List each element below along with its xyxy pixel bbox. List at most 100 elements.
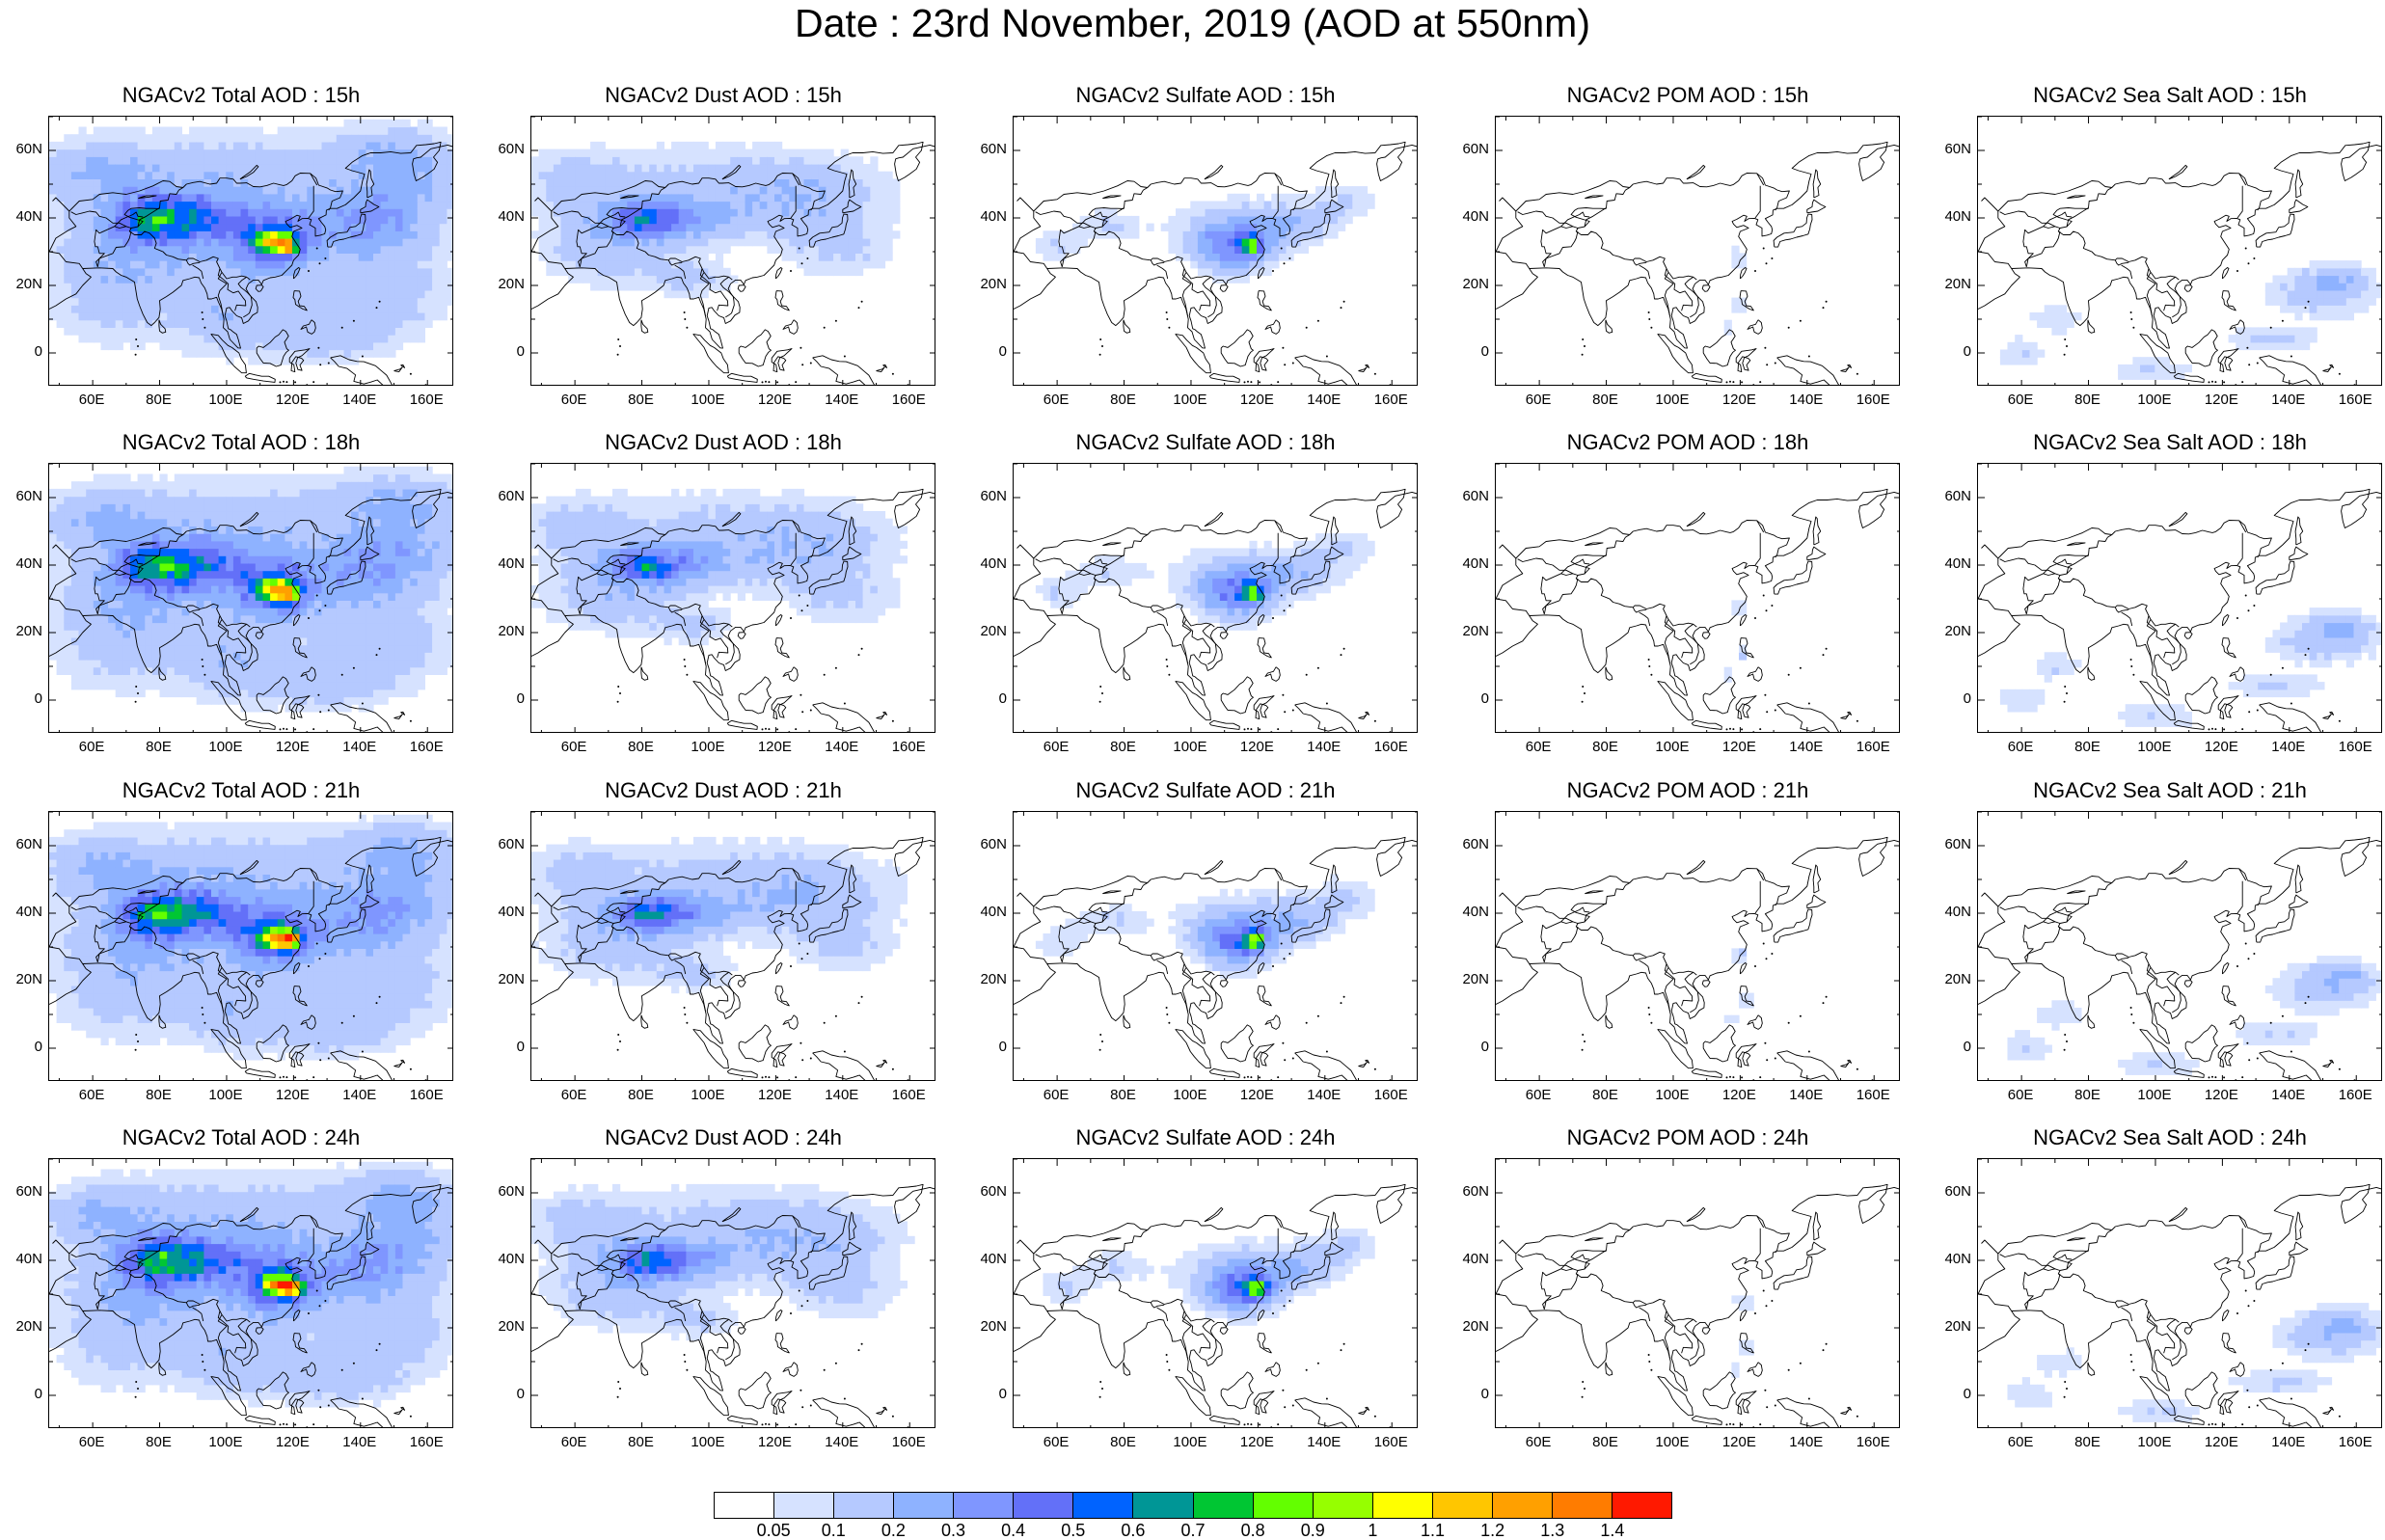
aod-cell xyxy=(366,467,373,474)
aod-cell xyxy=(138,593,146,601)
aod-cell xyxy=(2162,357,2170,365)
coastline xyxy=(394,367,403,372)
aod-cell xyxy=(130,481,138,489)
aod-cell xyxy=(701,178,709,186)
aod-cell xyxy=(182,178,190,186)
aod-cell xyxy=(329,335,337,342)
island-dot xyxy=(203,327,205,329)
aod-cell xyxy=(270,320,278,328)
aod-cell xyxy=(108,481,116,489)
aod-cell xyxy=(388,283,395,290)
aod-cell xyxy=(292,533,300,541)
aod-cell xyxy=(86,149,94,157)
aod-cell xyxy=(57,623,65,631)
aod-cell xyxy=(248,156,256,164)
aod-cell xyxy=(285,481,292,489)
aod-cell xyxy=(2310,290,2317,298)
aod-cell xyxy=(329,312,337,320)
aod-cell xyxy=(49,276,57,284)
aod-cell xyxy=(226,474,233,482)
aod-cell xyxy=(241,327,249,335)
aod-cell xyxy=(366,290,373,298)
aod-cell xyxy=(381,290,389,298)
aod-cell xyxy=(664,216,672,224)
aod-cell xyxy=(863,178,871,186)
aod-cell xyxy=(314,593,322,601)
aod-cell xyxy=(57,637,65,645)
aod-cell xyxy=(108,253,116,260)
aod-cell xyxy=(71,600,79,608)
aod-cell xyxy=(152,533,160,541)
aod-cell xyxy=(167,549,175,556)
island-dot xyxy=(790,270,792,272)
aod-cell xyxy=(351,194,359,202)
aod-cell xyxy=(2310,312,2317,320)
aod-cell xyxy=(329,652,337,660)
aod-cell xyxy=(226,526,233,533)
aod-cell xyxy=(307,697,314,705)
aod-cell xyxy=(270,608,278,615)
aod-cell xyxy=(278,511,285,519)
aod-cell xyxy=(767,156,774,164)
aod-cell xyxy=(329,305,337,312)
aod-cell xyxy=(337,563,344,571)
aod-cell xyxy=(292,674,300,682)
aod-cell xyxy=(116,194,123,202)
aod-cell xyxy=(885,202,893,209)
aod-cell xyxy=(322,298,330,306)
aod-cell xyxy=(101,526,109,533)
aod-cell xyxy=(432,298,440,306)
aod-cell xyxy=(278,533,285,541)
aod-cell xyxy=(241,503,249,511)
aod-cell xyxy=(2339,268,2346,276)
y-tick-label: 0 xyxy=(0,343,42,361)
aod-cell xyxy=(263,320,271,328)
aod-cell xyxy=(745,238,753,246)
aod-cell xyxy=(86,645,94,653)
aod-cell xyxy=(175,608,182,615)
aod-cell xyxy=(79,230,87,238)
aod-cell xyxy=(351,630,359,637)
aod-cell xyxy=(248,357,256,365)
aod-cell xyxy=(138,164,146,172)
aod-cell xyxy=(219,149,227,157)
aod-cell xyxy=(314,268,322,276)
aod-cell xyxy=(841,238,849,246)
aod-cell xyxy=(373,674,381,682)
aod-cell xyxy=(64,312,71,320)
aod-cell xyxy=(241,563,249,571)
aod-cell xyxy=(351,660,359,667)
aod-cell xyxy=(373,541,381,549)
aod-cell xyxy=(101,660,109,667)
aod-cell xyxy=(189,202,197,209)
aod-cell xyxy=(175,511,182,519)
aod-cell xyxy=(2361,268,2369,276)
aod-cell xyxy=(122,497,130,504)
aod-cell xyxy=(329,142,337,149)
aod-cell xyxy=(878,202,885,209)
aod-cell xyxy=(285,608,292,615)
aod-cell xyxy=(329,608,337,615)
aod-cell xyxy=(307,503,314,511)
aod-cell xyxy=(1058,253,1066,260)
aod-cell xyxy=(2317,260,2324,268)
aod-cell xyxy=(2324,312,2332,320)
aod-cell xyxy=(1264,208,1272,216)
aod-cell xyxy=(598,156,606,164)
aod-cell xyxy=(337,327,344,335)
aod-cell xyxy=(373,335,381,342)
coastline xyxy=(2185,330,2217,366)
aod-cell xyxy=(863,230,871,238)
aod-cell xyxy=(108,645,116,653)
aod-cell xyxy=(337,298,344,306)
aod-cell xyxy=(351,305,359,312)
aod-cell xyxy=(285,230,292,238)
aod-cell xyxy=(219,697,227,705)
aod-cell xyxy=(79,549,87,556)
aod-cell xyxy=(395,320,403,328)
aod-cell xyxy=(329,474,337,482)
aod-cell xyxy=(219,555,227,563)
aod-cell xyxy=(337,600,344,608)
aod-cell xyxy=(278,298,285,306)
aod-cell xyxy=(2346,298,2354,306)
